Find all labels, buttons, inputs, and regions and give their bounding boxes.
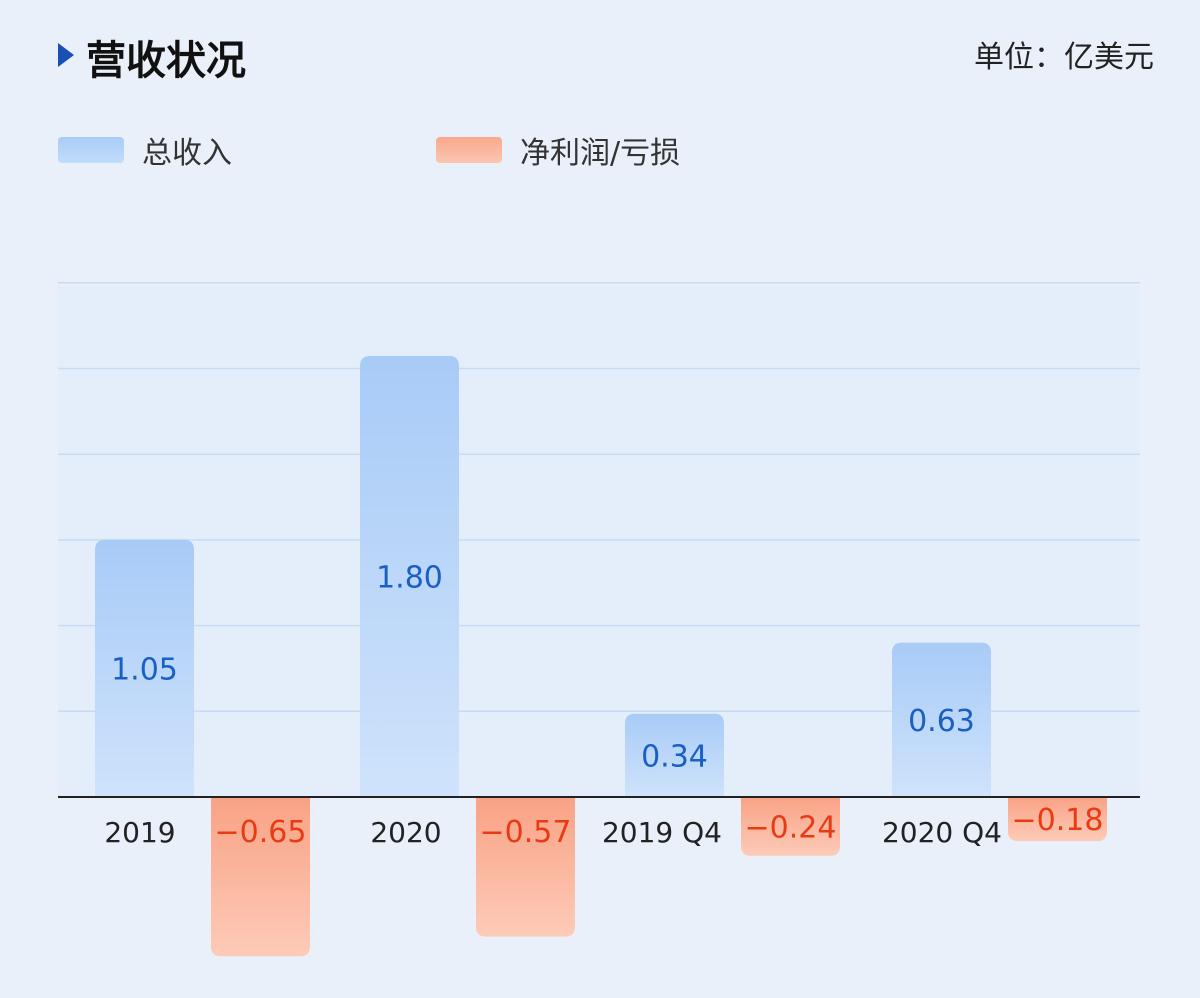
net-income-value-label: −0.57 xyxy=(480,815,572,850)
x-tick-label: 2020 Q4 xyxy=(882,816,1002,849)
chart-header: 营收状况 单位：亿美元 xyxy=(0,0,1200,110)
net-income-bar xyxy=(1008,797,1107,842)
revenue-bar xyxy=(95,539,194,797)
chart-title: 营收状况 xyxy=(86,38,246,84)
chart-legend: 总收入 净利润/亏损 xyxy=(0,120,1200,180)
revenue-value-label: 0.63 xyxy=(908,704,975,739)
legend-swatch-revenue xyxy=(58,137,124,163)
title-marker-icon xyxy=(58,43,74,67)
revenue-bar xyxy=(360,356,459,797)
revenue-value-label: 0.34 xyxy=(641,739,708,774)
revenue-bar xyxy=(625,713,724,797)
legend-item-revenue: 总收入 xyxy=(58,130,232,171)
net-income-value-label: −0.65 xyxy=(215,815,307,850)
x-tick-label: 2020 xyxy=(370,816,441,849)
revenue-value-label: 1.80 xyxy=(376,561,443,596)
unit-label: 单位：亿美元 xyxy=(974,40,1154,75)
legend-swatch-net-income xyxy=(436,137,502,163)
net-income-value-label: −0.18 xyxy=(1012,803,1104,838)
revenue-value-label: 1.05 xyxy=(111,652,178,687)
net-income-bar xyxy=(476,797,575,937)
legend-label-net-income: 净利润/亏损 xyxy=(520,136,681,171)
revenue-bar xyxy=(892,642,991,797)
net-income-bar xyxy=(741,797,840,856)
net-income-value-label: −0.24 xyxy=(745,810,837,845)
legend-label-revenue: 总收入 xyxy=(142,136,232,171)
x-tick-label: 2019 Q4 xyxy=(602,816,722,849)
net-income-bar xyxy=(211,797,310,957)
legend-item-net-income: 净利润/亏损 xyxy=(436,130,681,171)
x-tick-label: 2019 xyxy=(104,816,175,849)
